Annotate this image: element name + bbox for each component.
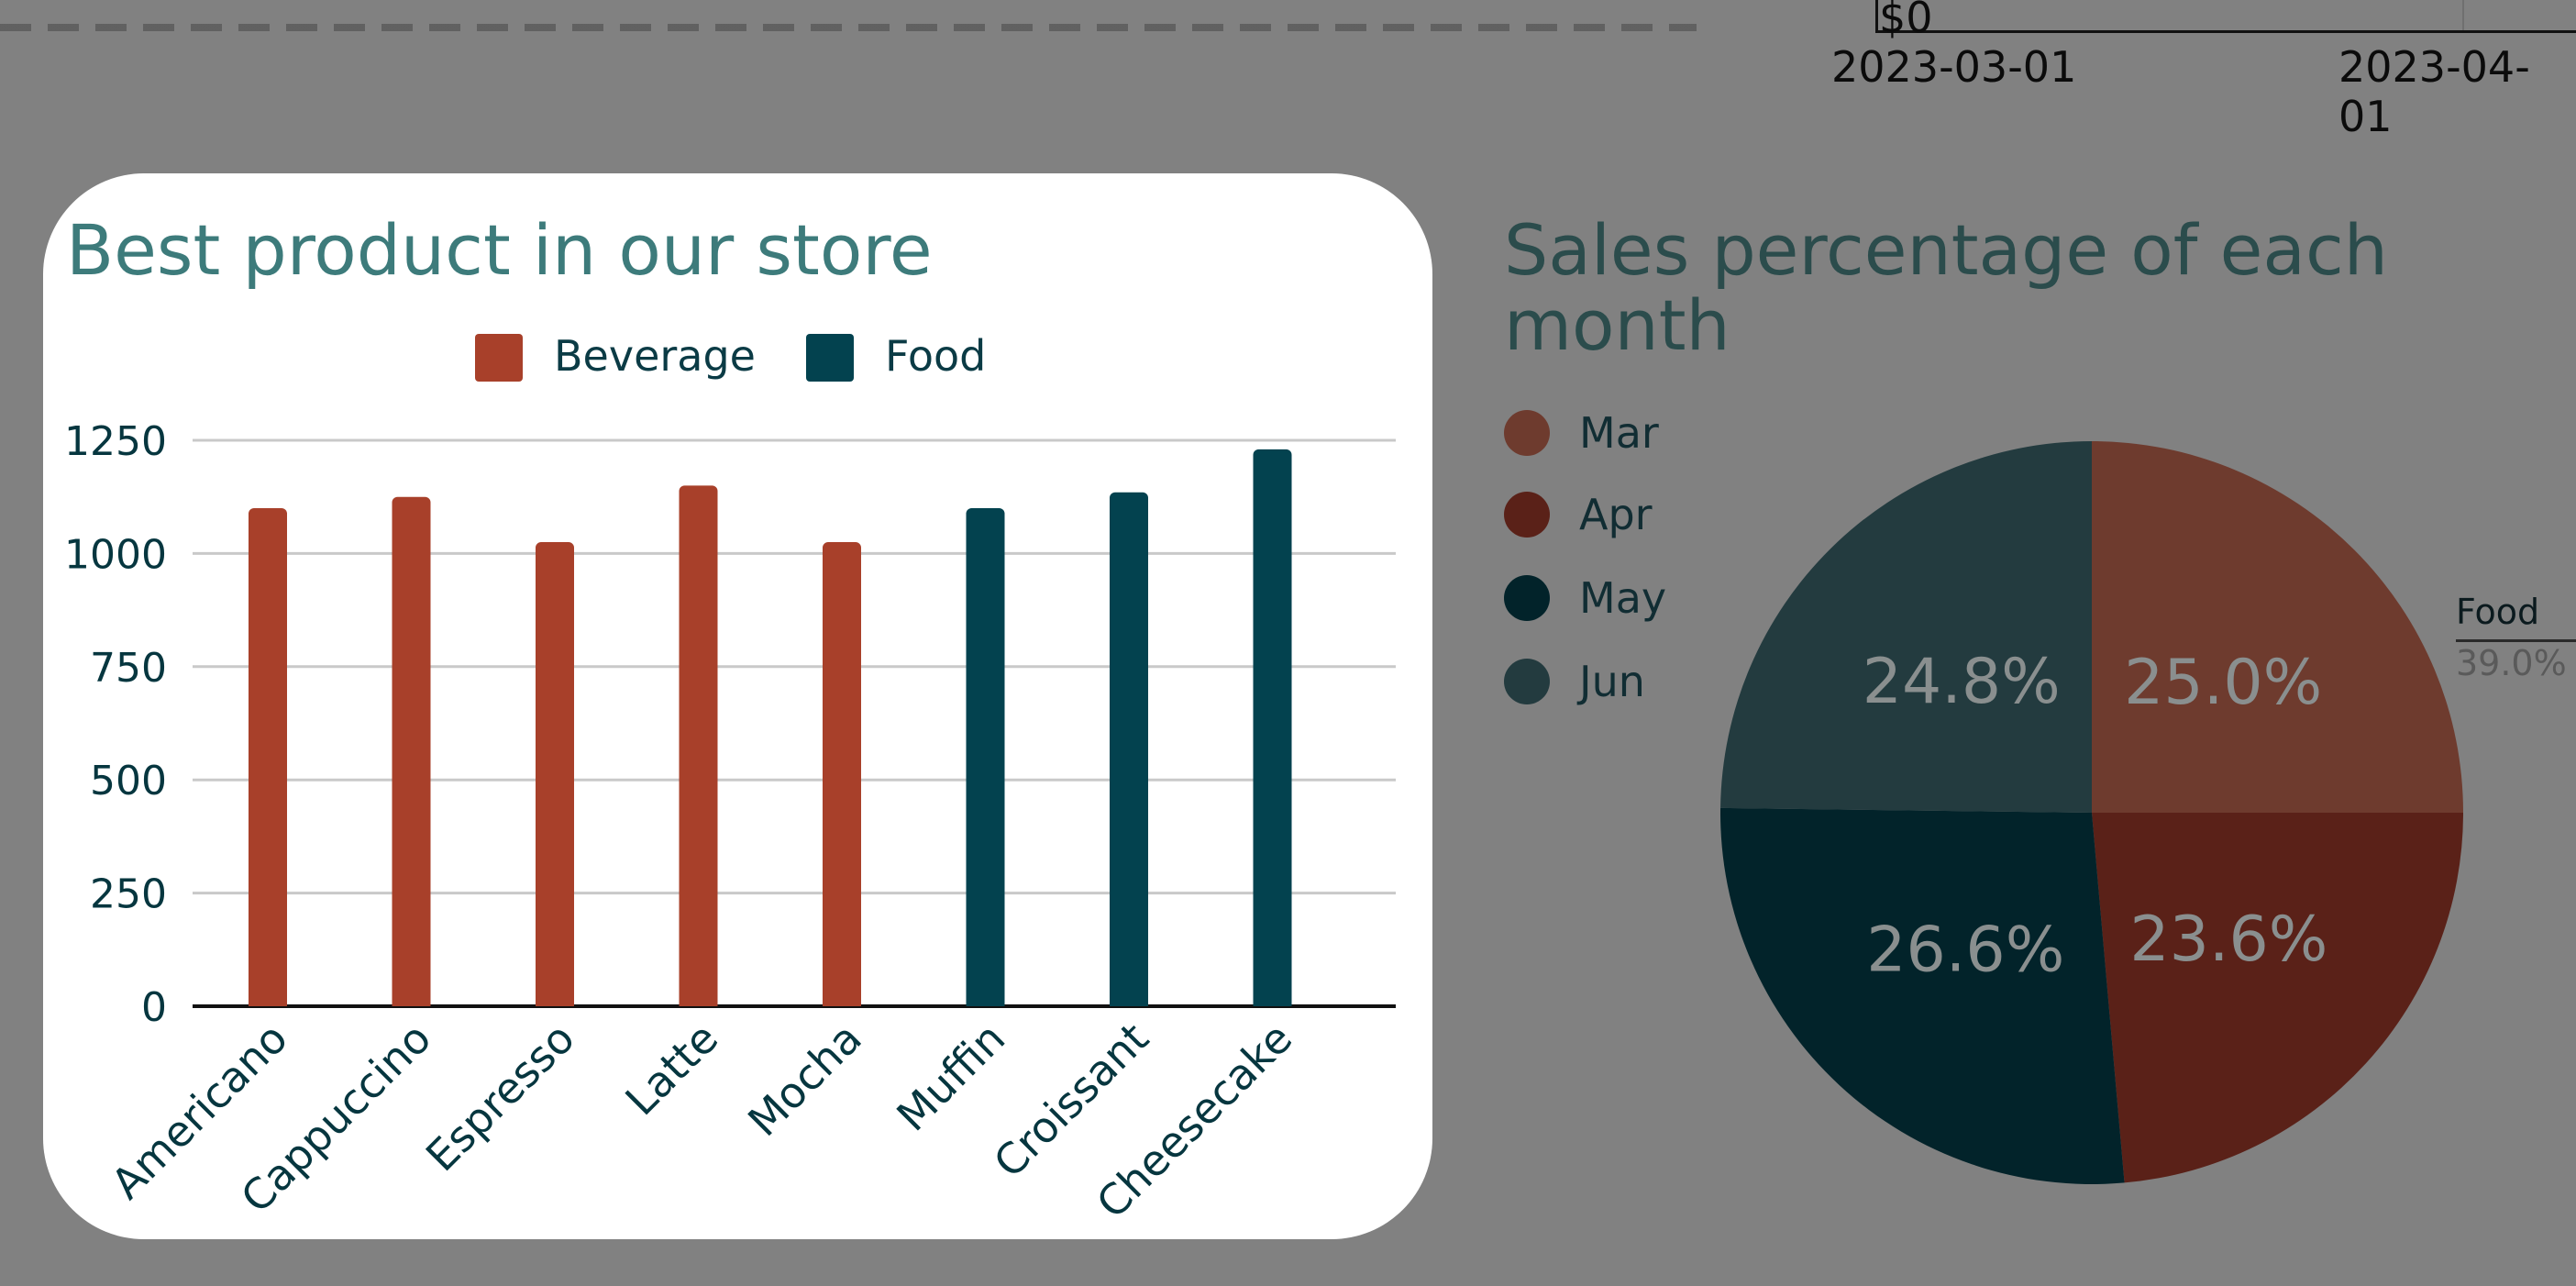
side-fragment-label: Food <box>2456 592 2540 632</box>
pie-legend-item-apr: Apr <box>1504 490 1653 539</box>
legend-swatch <box>1504 410 1550 456</box>
bar-base <box>1110 997 1148 1006</box>
pie-slice-apr <box>2092 813 2463 1183</box>
y-tick-label: 750 <box>90 645 167 692</box>
background-date-label: 2023-04-01 <box>2338 42 2530 141</box>
bar-cappuccino <box>392 496 431 1006</box>
legend-swatch <box>806 334 854 382</box>
side-fragment-value: 39.0% <box>2456 643 2567 683</box>
pie-legend-item-may: May <box>1504 573 1666 623</box>
bar-base <box>249 997 287 1006</box>
pie-slice-mar <box>2092 441 2463 813</box>
bar-espresso <box>536 542 574 1006</box>
legend-label: Food <box>885 331 986 381</box>
x-tick-label: Latte <box>616 1014 728 1125</box>
bar-croissant <box>1110 492 1148 1006</box>
pie-slice-label: 24.8% <box>1863 646 2061 718</box>
bar-base <box>823 997 861 1006</box>
pie-slice-label: 25.0% <box>2124 647 2322 719</box>
y-tick-label: 500 <box>90 758 167 804</box>
y-tick-label: 1250 <box>64 418 167 465</box>
legend-label: Mar <box>1579 408 1659 458</box>
bar-latte <box>679 485 718 1006</box>
bar-base <box>1253 997 1292 1006</box>
x-tick-label: Muffin <box>887 1014 1014 1141</box>
bar-chart-title: Best product in our store <box>66 209 933 291</box>
legend-label: May <box>1579 573 1667 623</box>
pie-slice-label: 23.6% <box>2129 904 2327 976</box>
bar-americano <box>249 508 287 1006</box>
bar-muffin <box>966 508 1005 1006</box>
side-fragment-rule <box>2456 639 2576 642</box>
bar-chart: Beverage Food025050075010001250AmericanoC… <box>64 331 1396 1228</box>
bar-base <box>679 997 718 1006</box>
pie-legend-item-jun: Jun <box>1504 657 1645 706</box>
legend-swatch <box>475 334 523 382</box>
bar-base <box>966 997 1005 1006</box>
legend-swatch <box>1504 492 1550 538</box>
legend-label: Beverage <box>554 331 756 381</box>
bar-base <box>536 997 574 1006</box>
bar-mocha <box>823 542 861 1006</box>
legend-label: Apr <box>1579 490 1653 539</box>
background-chart-axis <box>1875 0 2576 33</box>
x-tick-label: Mocha <box>738 1014 871 1147</box>
pie-chart-title: Sales percentage of each month <box>1504 209 2388 366</box>
y-tick-label: 250 <box>90 871 167 918</box>
pie-slice-label: 26.6% <box>1866 914 2064 986</box>
pie-chart: 25.0% 23.6% 26.6% 24.8% <box>1720 441 2463 1184</box>
legend-swatch <box>1504 659 1550 704</box>
y-tick-label: 1000 <box>64 531 167 578</box>
bar-base <box>392 997 431 1006</box>
bar-cheesecake <box>1253 449 1292 1006</box>
legend-label: Jun <box>1579 657 1645 706</box>
y-tick-label: 0 <box>141 984 167 1031</box>
pie-slice-jun <box>1720 441 2092 813</box>
pie-slice-may <box>1720 807 2125 1184</box>
background-axis-value: $0 <box>1879 0 1933 42</box>
dashed-reference-line <box>0 24 1697 31</box>
x-tick-label: Espresso <box>416 1014 584 1181</box>
background-date-label: 2023-03-01 <box>1831 42 2077 92</box>
legend-swatch <box>1504 575 1550 621</box>
background-chart-gridline <box>2462 0 2464 30</box>
pie-legend-item-mar: Mar <box>1504 408 1659 458</box>
